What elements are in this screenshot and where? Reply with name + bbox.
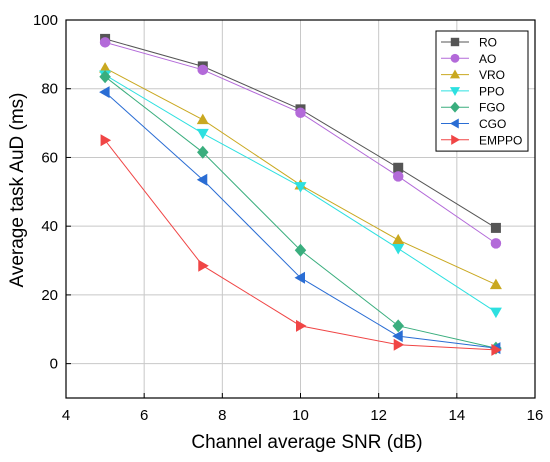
- series-cgo: [99, 86, 501, 355]
- x-tick-label: 10: [292, 407, 309, 424]
- legend-label-emppo: EMPPO: [479, 133, 522, 147]
- legend-marker-ppo: [449, 87, 461, 96]
- data-point-vro: [489, 278, 502, 290]
- x-axis-title: Channel average SNR (dB): [191, 432, 422, 453]
- legend-item-emppo: EMPPO: [441, 133, 522, 147]
- y-tick-label: 80: [41, 81, 58, 98]
- data-point-ao: [490, 238, 502, 249]
- data-point-ao: [99, 37, 111, 48]
- legend-label-ao: AO: [479, 52, 496, 66]
- y-tick-label: 20: [41, 287, 58, 304]
- data-point-ppo: [489, 307, 502, 319]
- series-layer: [99, 33, 502, 356]
- x-tick-label: 14: [448, 407, 465, 424]
- data-point-ppo: [196, 128, 209, 140]
- x-tick-label: 4: [62, 407, 70, 424]
- legend-label-ro: RO: [479, 36, 497, 50]
- legend-label-vro: VRO: [479, 68, 505, 82]
- series-emppo: [100, 134, 502, 356]
- y-tick-label: 60: [41, 149, 58, 166]
- legend-item-vro: VRO: [441, 68, 505, 82]
- data-point-emppo: [100, 134, 112, 147]
- legend-item-ppo: PPO: [441, 84, 504, 98]
- data-point-ppo: [294, 182, 307, 193]
- legend-marker-ao: [450, 53, 460, 63]
- legend-item-ro: RO: [441, 36, 497, 50]
- legend-marker-emppo: [451, 134, 461, 145]
- data-point-cgo: [196, 173, 208, 186]
- data-point-fgo: [294, 243, 307, 257]
- series-fgo: [99, 70, 502, 355]
- legend-marker-cgo: [449, 118, 459, 129]
- series-ao: [99, 37, 502, 249]
- data-point-ao: [295, 107, 306, 119]
- data-point-fgo: [99, 70, 111, 84]
- data-point-ro: [490, 222, 501, 233]
- ticks: 4 6 8 10 12 14 16 0 20 40 60 80 100: [33, 12, 543, 424]
- y-tick-label: 100: [33, 12, 58, 29]
- x-tick-label: 16: [527, 407, 544, 424]
- y-tick-label: 0: [50, 356, 58, 373]
- data-point-fgo: [197, 145, 209, 159]
- legend-label-cgo: CGO: [479, 117, 506, 131]
- data-point-cgo: [294, 271, 305, 284]
- data-point-emppo: [198, 259, 209, 272]
- data-point-vro: [99, 62, 112, 73]
- legend-label-ppo: PPO: [479, 84, 504, 98]
- x-tick-label: 6: [140, 407, 148, 424]
- x-tick-label: 8: [218, 407, 226, 424]
- data-point-emppo: [491, 343, 502, 356]
- legend-label-fgo: FGO: [479, 101, 505, 115]
- data-point-emppo: [296, 319, 307, 332]
- legend-item-ao: AO: [441, 52, 496, 66]
- y-tick-label: 40: [41, 218, 58, 235]
- data-point-fgo: [392, 319, 404, 333]
- data-point-ao: [392, 171, 404, 182]
- legend-item-cgo: CGO: [441, 117, 506, 131]
- data-point-vro: [392, 233, 405, 245]
- legend-marker-vro: [449, 69, 461, 79]
- data-point-emppo: [393, 338, 405, 351]
- legend-marker-ro: [450, 37, 460, 47]
- series-ppo: [99, 70, 502, 319]
- data-point-ro: [393, 162, 404, 173]
- legend-item-fgo: FGO: [441, 101, 505, 115]
- data-point-ao: [197, 64, 209, 76]
- data-point-ppo: [392, 244, 405, 255]
- legend: RO AO VRO PPO FGO CGO EMPPO: [435, 30, 529, 152]
- y-axis-title: Average task AuD (ms): [7, 92, 28, 287]
- data-point-vro: [196, 113, 209, 125]
- legend-marker-fgo: [450, 101, 460, 113]
- x-tick-label: 12: [370, 407, 387, 424]
- data-point-cgo: [392, 330, 403, 343]
- data-point-cgo: [99, 86, 110, 99]
